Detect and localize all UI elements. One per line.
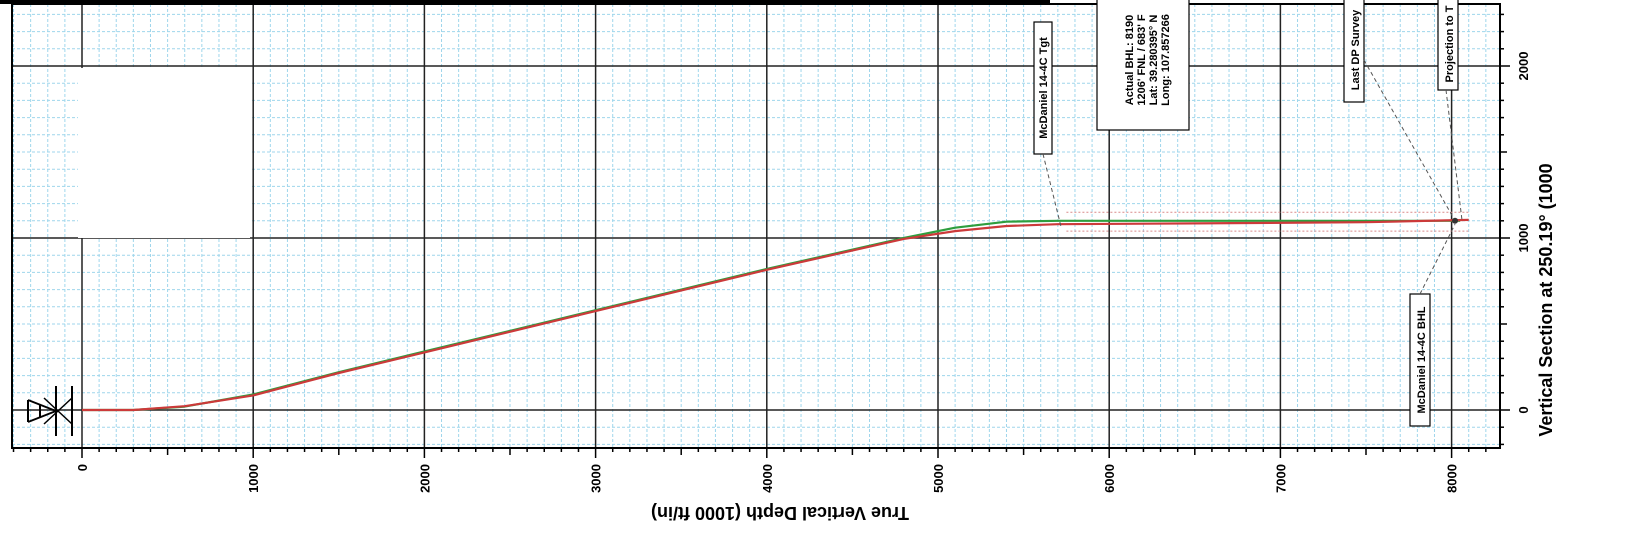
annotation-box-bhl <box>1096 0 1190 131</box>
y-tick-label: 0 <box>1516 406 1531 413</box>
y-tick-label: 1000 <box>1516 224 1531 253</box>
bhl-marker <box>1452 217 1459 224</box>
annotation-bhl-line3: Lat: 39.280395° N <box>1148 15 1160 106</box>
x-tick-label: 0 <box>75 464 90 471</box>
x-tick-label: 5000 <box>931 464 946 493</box>
x-tick-label: 3000 <box>589 464 604 493</box>
x-axis-title: True Vertical Depth (1000 ft/in) <box>651 503 909 523</box>
leader-line <box>1445 89 1463 220</box>
series-layer <box>82 211 1469 412</box>
annotation-mcdaniel-bhl: McDaniel 14-4C BHL <box>1416 306 1428 413</box>
x-tick-label: 1000 <box>246 464 261 493</box>
y-axis-title: Vertical Section at 250.19° (1000 <box>1536 163 1556 436</box>
annotation-dp-survey: Last DP Survey <box>1350 9 1362 90</box>
axes: 0 1000 2000 3000 4000 5000 6000 7000 8000 0 1000 20… <box>11 3 1531 493</box>
annotation-projection: Projection to T <box>1444 5 1456 82</box>
header-bar <box>0 0 1050 4</box>
x-tick-label: 4000 <box>760 464 775 493</box>
leader-line <box>1363 59 1456 222</box>
plot-frame <box>11 3 1501 449</box>
x-tick-label: 8000 <box>1445 464 1460 493</box>
annotation-bhl-line2: 1206' FNL / 683' F <box>1136 14 1148 106</box>
leader-line <box>1042 153 1062 228</box>
annotation-tgt: McDaniel 14-4C Tgt <box>1038 37 1050 139</box>
annotation-layer: McDaniel 14-4C Tgt Actual BHL: 8190 1206' … <box>1033 0 1463 427</box>
series-line-1 <box>82 219 1461 412</box>
blank-legend-box <box>78 68 250 238</box>
x-tick-label: 2000 <box>417 464 432 493</box>
annotation-bhl-line4: Long: 107.857266 <box>1160 14 1172 106</box>
x-tick-label: 6000 <box>1102 464 1117 493</box>
drilling-rig-icon <box>27 386 73 436</box>
annotation-bhl-line1: Actual BHL: 8190 <box>1124 15 1136 105</box>
series-line-2 <box>82 218 1469 412</box>
y-tick-label: 2000 <box>1516 52 1531 81</box>
leader-line <box>1419 224 1456 295</box>
annotation-box-projection <box>1437 0 1459 91</box>
x-tick-label: 7000 <box>1273 464 1288 493</box>
annotation-box-dp <box>1343 0 1365 103</box>
